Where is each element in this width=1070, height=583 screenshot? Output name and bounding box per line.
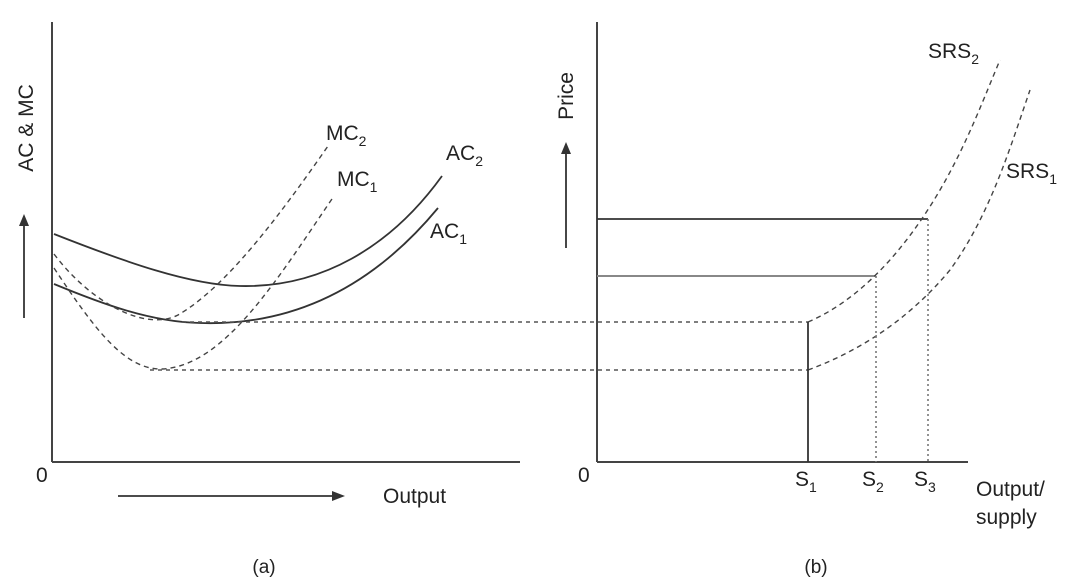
tick-s1: S1: [795, 468, 817, 495]
panel-a-y-axis-label: AC & MC: [15, 84, 38, 172]
panel-a-caption: (a): [252, 557, 275, 578]
panel-b-y-axis-label: Price: [555, 72, 578, 120]
panel-a-x-axis-label: Output: [383, 485, 446, 508]
panel-b-origin: 0: [578, 464, 590, 487]
ac1-label: AC1: [430, 220, 467, 247]
panel-b-caption: (b): [804, 557, 827, 578]
panel-b: 0 Price Output/ supply (b) S1 S2 S3 SRS2…: [555, 22, 1057, 578]
srs1-curve: [807, 89, 1031, 371]
ac2-curve: [53, 175, 443, 287]
mc1-label: MC1: [337, 168, 378, 195]
panel-b-y-arrow: [561, 142, 571, 248]
panel-b-x-axis-label-line2: supply: [976, 506, 1037, 529]
ac2-label: AC2: [446, 142, 483, 169]
panel-a-x-arrow: [118, 491, 345, 501]
srs2-curve: [807, 59, 1001, 323]
mc2-curve: [53, 145, 329, 321]
panel-a: 0 AC & MC Output (a) MC2 MC1 AC2 AC1: [15, 22, 808, 578]
srs1-label: SRS1: [1006, 160, 1057, 187]
panel-a-y-arrow: [19, 214, 29, 318]
mc2-label: MC2: [326, 122, 367, 149]
srs2-label: SRS2: [928, 40, 979, 67]
panel-b-x-axis-label-line1: Output/: [976, 478, 1045, 501]
tick-s3: S3: [914, 468, 936, 495]
panel-a-origin: 0: [36, 464, 48, 487]
tick-s2: S2: [862, 468, 884, 495]
ac1-curve: [53, 207, 439, 325]
mc1-curve: [53, 195, 335, 370]
